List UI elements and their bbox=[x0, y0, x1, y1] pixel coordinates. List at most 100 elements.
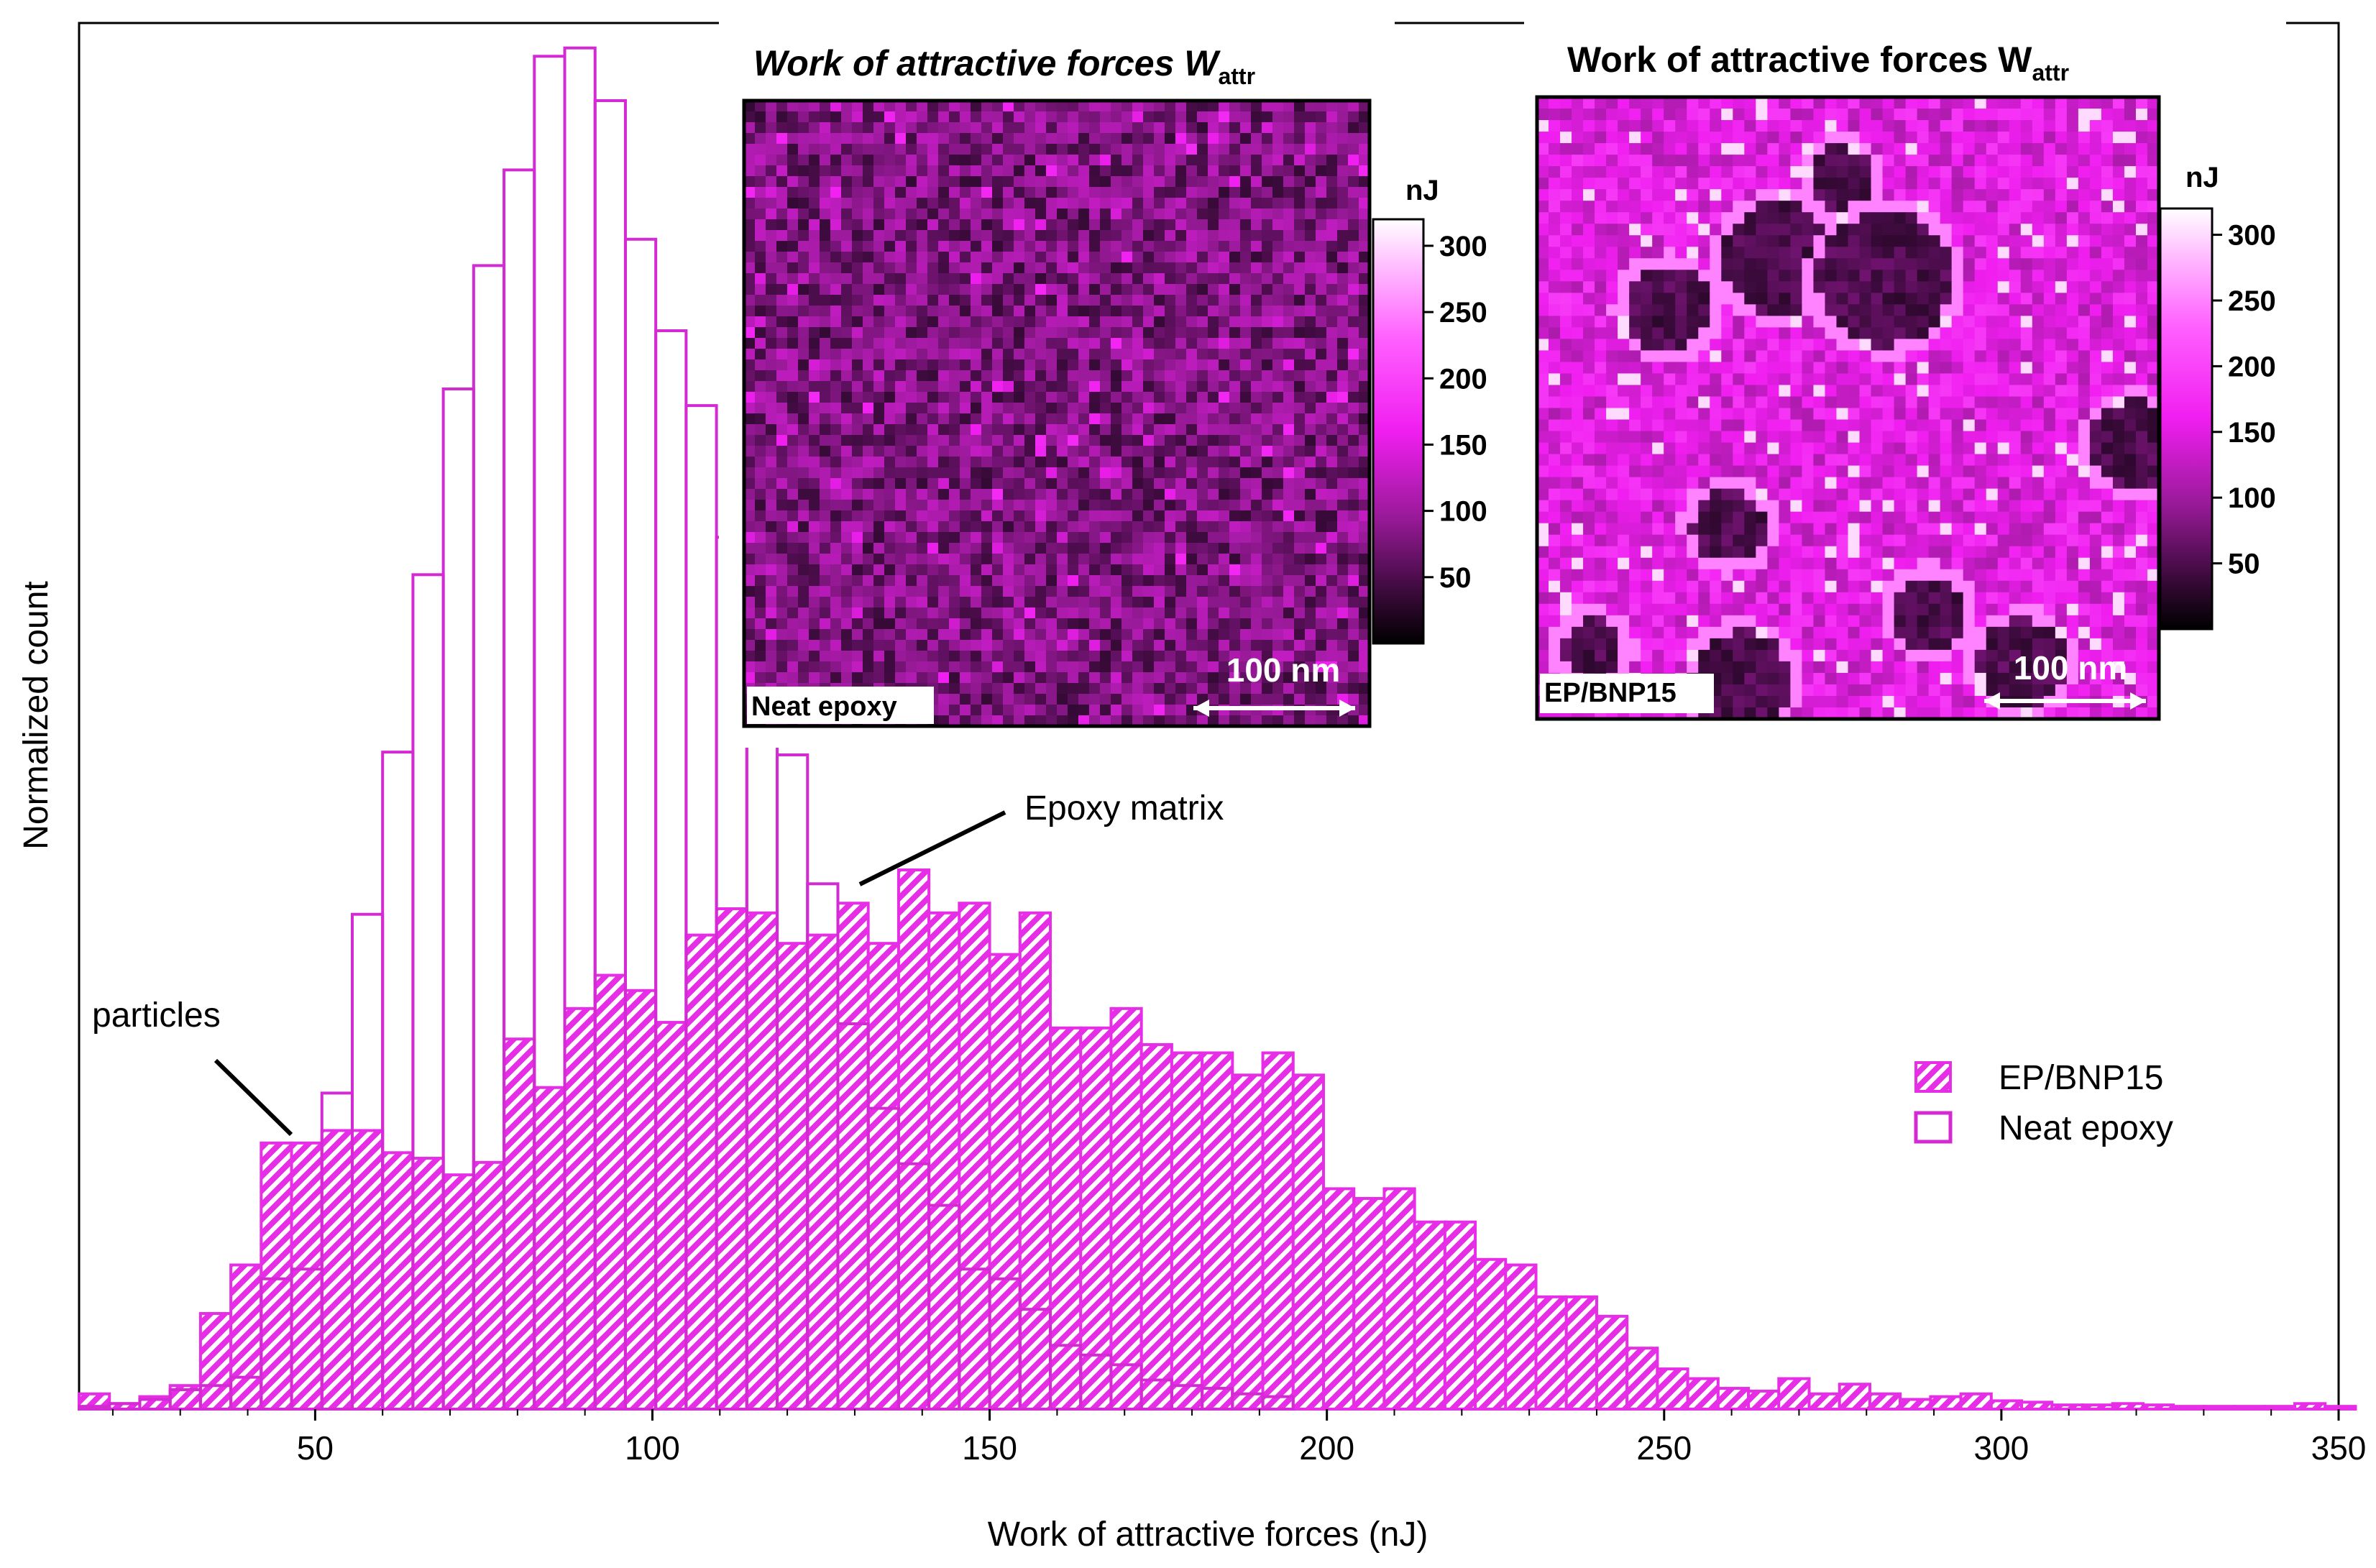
heatmap-cell bbox=[1111, 715, 1122, 727]
heatmap-cell bbox=[1219, 683, 1230, 694]
heatmap-cell bbox=[2043, 385, 2056, 398]
heatmap-cell bbox=[1068, 510, 1079, 522]
heatmap-cell bbox=[776, 284, 788, 295]
heatmap-cell bbox=[2147, 120, 2160, 132]
heatmap-cell bbox=[1316, 349, 1327, 360]
heatmap-cell bbox=[1698, 258, 1710, 270]
bar-ep-bnp15 bbox=[1443, 1220, 1477, 1411]
heatmap-cell bbox=[1100, 554, 1111, 565]
heatmap-cell bbox=[863, 500, 874, 511]
heatmap-cell bbox=[2078, 385, 2091, 398]
heatmap-cell bbox=[1111, 413, 1122, 425]
heatmap-cell bbox=[830, 661, 842, 673]
heatmap-cell bbox=[776, 392, 788, 403]
heatmap-cell bbox=[1348, 608, 1359, 619]
heatmap-cell bbox=[1294, 608, 1306, 619]
heatmap-cell bbox=[744, 392, 756, 403]
heatmap-cell bbox=[1186, 359, 1198, 371]
heatmap-cell bbox=[1905, 373, 1918, 386]
heatmap-cell bbox=[1046, 575, 1058, 587]
heatmap-cell bbox=[927, 672, 939, 684]
heatmap-cell bbox=[1272, 219, 1284, 231]
heatmap-cell bbox=[1078, 446, 1090, 457]
heatmap-cell bbox=[1132, 521, 1144, 533]
heatmap-cell bbox=[927, 629, 939, 641]
heatmap-cell bbox=[1143, 661, 1155, 673]
heatmap-cell bbox=[1986, 235, 1999, 247]
heatmap-cell bbox=[2032, 258, 2045, 270]
heatmap-cell bbox=[776, 327, 788, 339]
heatmap-cell bbox=[1294, 306, 1306, 317]
heatmap-cell bbox=[1165, 500, 1176, 511]
annotation-epoxy-matrix: Epoxy matrix bbox=[1024, 789, 1224, 827]
heatmap-cell bbox=[1779, 373, 1792, 386]
heatmap-cell bbox=[787, 284, 799, 295]
heatmap-cell bbox=[1710, 304, 1722, 316]
heatmap-cell bbox=[1848, 132, 1861, 144]
heatmap-cell bbox=[1219, 176, 1230, 188]
heatmap-cell bbox=[2078, 247, 2091, 259]
heatmap-cell bbox=[1219, 403, 1230, 414]
heatmap-cell bbox=[755, 467, 766, 479]
heatmap-cell bbox=[2078, 97, 2091, 109]
heatmap-cell bbox=[981, 295, 993, 306]
heatmap-cell bbox=[1165, 554, 1176, 565]
heatmap-cell bbox=[1337, 575, 1349, 587]
heatmap-cell bbox=[1024, 284, 1036, 295]
heatmap-cell bbox=[1894, 258, 1907, 270]
heatmap-cell bbox=[1848, 97, 1861, 109]
heatmap-cell bbox=[1348, 543, 1359, 554]
bar-ep-bnp15 bbox=[684, 933, 718, 1411]
heatmap-cell bbox=[1618, 212, 1630, 224]
heatmap-cell bbox=[1186, 446, 1198, 457]
heatmap-cell bbox=[863, 672, 874, 684]
heatmap-cell bbox=[2020, 247, 2033, 259]
heatmap-neat-epoxy bbox=[744, 101, 1370, 727]
heatmap-cell bbox=[1963, 270, 1976, 282]
heatmap-cell bbox=[927, 651, 939, 662]
heatmap-cell bbox=[1208, 392, 1219, 403]
heatmap-cell bbox=[1251, 144, 1262, 155]
heatmap-cell bbox=[2055, 155, 2068, 167]
heatmap-cell bbox=[1359, 597, 1370, 608]
heatmap-cell bbox=[895, 252, 907, 263]
heatmap-cell bbox=[1348, 672, 1359, 684]
heatmap-cell bbox=[992, 478, 1004, 490]
heatmap-cell bbox=[1283, 273, 1295, 285]
heatmap-cell bbox=[820, 316, 831, 328]
heatmap-cell bbox=[1068, 694, 1079, 705]
heatmap-cell bbox=[2032, 97, 2045, 109]
heatmap-cell bbox=[2032, 339, 2045, 352]
heatmap-cell bbox=[1122, 338, 1133, 349]
heatmap-cell bbox=[1122, 176, 1133, 188]
heatmap-cell bbox=[1014, 349, 1025, 360]
heatmap-cell bbox=[1894, 97, 1907, 109]
heatmap-cell bbox=[1813, 373, 1826, 386]
heatmap-cell bbox=[1068, 381, 1079, 393]
heatmap-cell bbox=[1283, 327, 1295, 339]
heatmap-cell bbox=[841, 489, 853, 500]
heatmap-cell bbox=[1629, 316, 1641, 328]
heatmap-cell bbox=[1940, 281, 1953, 293]
heatmap-cell bbox=[1122, 683, 1133, 694]
heatmap-cell bbox=[1940, 304, 1953, 316]
legend-swatch-ep-bnp15 bbox=[1914, 1061, 1952, 1093]
heatmap-cell bbox=[2112, 373, 2125, 386]
heatmap-cell bbox=[1024, 500, 1036, 511]
heatmap-cell bbox=[1359, 122, 1370, 134]
heatmap-cell bbox=[1132, 219, 1144, 231]
heatmap-cell bbox=[1003, 165, 1014, 177]
heatmap-cell bbox=[1100, 597, 1111, 608]
heatmap-cell bbox=[1251, 661, 1262, 673]
heatmap-cell bbox=[949, 111, 960, 123]
heatmap-cell bbox=[2089, 189, 2102, 201]
heatmap-cell bbox=[1779, 304, 1792, 316]
heatmap-cell bbox=[1963, 235, 1976, 247]
heatmap-cell bbox=[1057, 457, 1068, 468]
heatmap-cell bbox=[1733, 350, 1745, 363]
heatmap-cell bbox=[1024, 413, 1036, 425]
heatmap-cell bbox=[1641, 155, 1653, 167]
heatmap-cell bbox=[1272, 413, 1284, 425]
heatmap-cell bbox=[1294, 715, 1306, 727]
heatmap-cell bbox=[1997, 189, 2010, 201]
